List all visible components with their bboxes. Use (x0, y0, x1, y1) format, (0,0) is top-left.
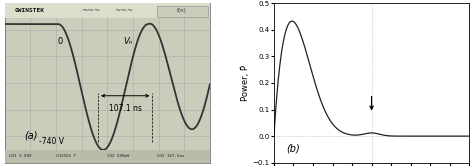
Text: CH2 500mV: CH2 500mV (107, 154, 130, 158)
Bar (156, 6, 208, 17)
Bar (5, 150, 210, 163)
Text: CH1 3.00V: CH1 3.00V (9, 154, 31, 158)
Bar (5, 3, 210, 18)
Text: GWINSTEK: GWINSTEK (15, 8, 45, 13)
Text: Vₙ: Vₙ (123, 37, 132, 46)
Y-axis label: Power, P̂: Power, P̂ (241, 65, 250, 101)
Text: f(n): f(n) (177, 8, 187, 13)
Text: (b): (b) (287, 143, 301, 153)
Text: CH1SOS T: CH1SOS T (56, 154, 76, 158)
Text: CH2 167.5ns: CH2 167.5ns (156, 154, 184, 158)
Text: 0: 0 (57, 37, 63, 46)
Text: (a): (a) (25, 131, 38, 141)
Text: ~~~: ~~~ (82, 6, 100, 15)
Text: -740 V: -740 V (39, 137, 64, 146)
Text: ~~~: ~~~ (114, 6, 133, 15)
Text: 107.1 ns: 107.1 ns (109, 104, 142, 113)
